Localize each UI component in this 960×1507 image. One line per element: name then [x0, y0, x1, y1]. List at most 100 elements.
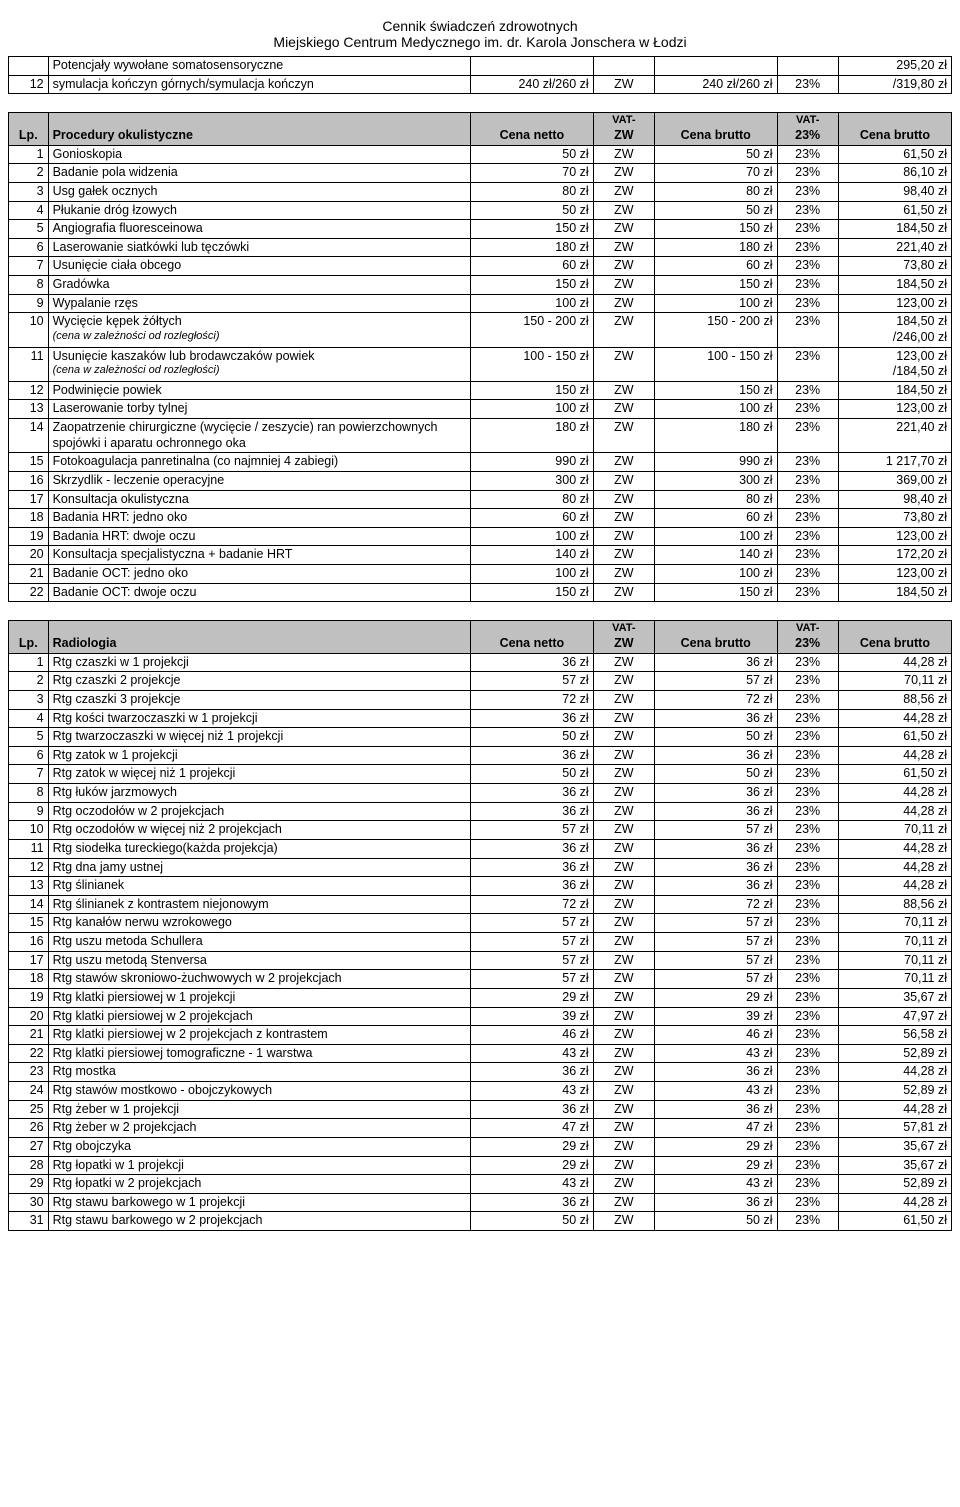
cell-lp: 9	[9, 802, 49, 821]
table-row: 20 Rtg klatki piersiowej w 2 projekcjach…	[9, 1007, 952, 1026]
cell-vat23: 23%	[777, 951, 838, 970]
cell-netto: 100 zł	[471, 294, 594, 313]
cell-netto: 36 zł	[471, 1193, 594, 1212]
cell-brutto2: 184,50 zł/246,00 zł	[838, 313, 951, 347]
table-row: 21 Rtg klatki piersiowej w 2 projekcjach…	[9, 1026, 952, 1045]
cell-name: Badanie OCT: jedno oko	[48, 565, 470, 584]
cell-netto: 150 zł	[471, 583, 594, 602]
table-row: 12 Podwinięcie powiek 150 zł ZW 150 zł 2…	[9, 381, 952, 400]
cell-lp: 21	[9, 565, 49, 584]
cell-vat23: 23%	[777, 400, 838, 419]
cell-lp: 23	[9, 1063, 49, 1082]
cell-name: Rtg siodełka tureckiego(każda projekcja)	[48, 839, 470, 858]
cell-lp: 13	[9, 400, 49, 419]
table-row: 7 Rtg zatok w więcej niż 1 projekcji 50 …	[9, 765, 952, 784]
cell-brutto1: 100 - 150 zł	[654, 347, 777, 381]
cell-brutto2: 73,80 zł	[838, 509, 951, 528]
cell-vat23: 23%	[777, 201, 838, 220]
cell-lp: 25	[9, 1100, 49, 1119]
cell-brutto1: 36 zł	[654, 746, 777, 765]
cell-vatzw: ZW	[593, 400, 654, 419]
table-row: 31 Rtg stawu barkowego w 2 projekcjach 5…	[9, 1212, 952, 1231]
cell-vat23: 23%	[777, 690, 838, 709]
cell-lp: 15	[9, 453, 49, 472]
cell-vat23: 23%	[777, 709, 838, 728]
cell-brutto1: 36 zł	[654, 802, 777, 821]
cell-name: Rtg stawu barkowego w 1 projekcji	[48, 1193, 470, 1212]
cell-brutto2: 184,50 zł	[838, 381, 951, 400]
cell-netto: 180 zł	[471, 419, 594, 453]
cell-name: Rtg stawów mostkowo - obojczykowych	[48, 1082, 470, 1101]
cell-lp: 29	[9, 1175, 49, 1194]
cell-brutto1: 43 zł	[654, 1044, 777, 1063]
cell-vatzw: ZW	[593, 583, 654, 602]
cell-brutto2: 61,50 zł	[838, 1212, 951, 1231]
cell-brutto1: 43 zł	[654, 1175, 777, 1194]
cell-brutto2: 70,11 zł	[838, 914, 951, 933]
cell-vat23: 23%	[777, 839, 838, 858]
cell-brutto2: /319,80 zł	[838, 75, 951, 94]
table-row: 15 Fotokoagulacja panretinalna (co najmn…	[9, 453, 952, 472]
cell-lp: 3	[9, 690, 49, 709]
cell-name: Skrzydlik - leczenie operacyjne	[48, 471, 470, 490]
cell-vatzw: ZW	[593, 182, 654, 201]
cell-vat23: 23%	[777, 419, 838, 453]
cell-brutto1: 990 zł	[654, 453, 777, 472]
cell-name: Rtg uszu metodą Stenversa	[48, 951, 470, 970]
cell-brutto1: 150 zł	[654, 381, 777, 400]
cell-vatzw: ZW	[593, 75, 654, 94]
cell-brutto1: 50 zł	[654, 1212, 777, 1231]
table-row: 26 Rtg żeber w 2 projekcjach 47 zł ZW 47…	[9, 1119, 952, 1138]
cell-brutto1: 36 zł	[654, 1193, 777, 1212]
cell-brutto1: 29 zł	[654, 988, 777, 1007]
cell-vatzw: ZW	[593, 453, 654, 472]
cell-vat23: 23%	[777, 933, 838, 952]
cell-vat23: 23%	[777, 802, 838, 821]
cell-brutto1: 36 zł	[654, 653, 777, 672]
cell-netto: 57 zł	[471, 933, 594, 952]
cell-name: Rtg ślinianek z kontrastem niejonowym	[48, 895, 470, 914]
table-row: 5 Rtg twarzoczaszki w więcej niż 1 proje…	[9, 728, 952, 747]
cell-lp: 2	[9, 672, 49, 691]
cell-netto: 990 zł	[471, 453, 594, 472]
cell-vatzw: ZW	[593, 527, 654, 546]
cell-brutto1: 39 zł	[654, 1007, 777, 1026]
cell-name: Usg gałek ocznych	[48, 182, 470, 201]
cell-vat23: 23%	[777, 914, 838, 933]
header-name: Radiologia	[48, 621, 470, 653]
cell-netto: 29 zł	[471, 1137, 594, 1156]
cell-vat23: 23%	[777, 164, 838, 183]
cell-lp: 17	[9, 490, 49, 509]
cell-brutto2: 61,50 zł	[838, 145, 951, 164]
table-row: Potencjały wywołane somatosensoryczne 29…	[9, 57, 952, 76]
cell-brutto2: 221,40 zł	[838, 419, 951, 453]
cell-name: Rtg łopatki w 2 projekcjach	[48, 1175, 470, 1194]
cell-name: Rtg czaszki w 1 projekcji	[48, 653, 470, 672]
cell-lp: 22	[9, 583, 49, 602]
cell-lp: 12	[9, 858, 49, 877]
table-row: 1 Gonioskopia 50 zł ZW 50 zł 23% 61,50 z…	[9, 145, 952, 164]
cell-netto: 150 zł	[471, 276, 594, 295]
table-row: 10 Rtg oczodołów w więcej niż 2 projekcj…	[9, 821, 952, 840]
cell-vat23: 23%	[777, 1156, 838, 1175]
cell-netto: 36 zł	[471, 877, 594, 896]
cell-vatzw: ZW	[593, 546, 654, 565]
cell-lp: 11	[9, 839, 49, 858]
price-table: Lp. Radiologia Cena netto VAT-ZW Cena br…	[8, 620, 952, 1231]
cell-brutto1: 60 zł	[654, 509, 777, 528]
cell-netto: 47 zł	[471, 1119, 594, 1138]
table-row: 19 Badania HRT: dwoje oczu 100 zł ZW 100…	[9, 527, 952, 546]
cell-lp: 26	[9, 1119, 49, 1138]
cell-name: Zaopatrzenie chirurgiczne (wycięcie / ze…	[48, 419, 470, 453]
cell-lp: 8	[9, 784, 49, 803]
cell-lp: 20	[9, 1007, 49, 1026]
cell-lp: 3	[9, 182, 49, 201]
cell-netto: 100 zł	[471, 400, 594, 419]
cell-vat23: 23%	[777, 490, 838, 509]
cell-vatzw: ZW	[593, 1007, 654, 1026]
cell-vatzw: ZW	[593, 347, 654, 381]
cell-vat23: 23%	[777, 238, 838, 257]
header-brutto2: Cena brutto	[838, 621, 951, 653]
cell-name: Badania HRT: jedno oko	[48, 509, 470, 528]
cell-vat23: 23%	[777, 182, 838, 201]
